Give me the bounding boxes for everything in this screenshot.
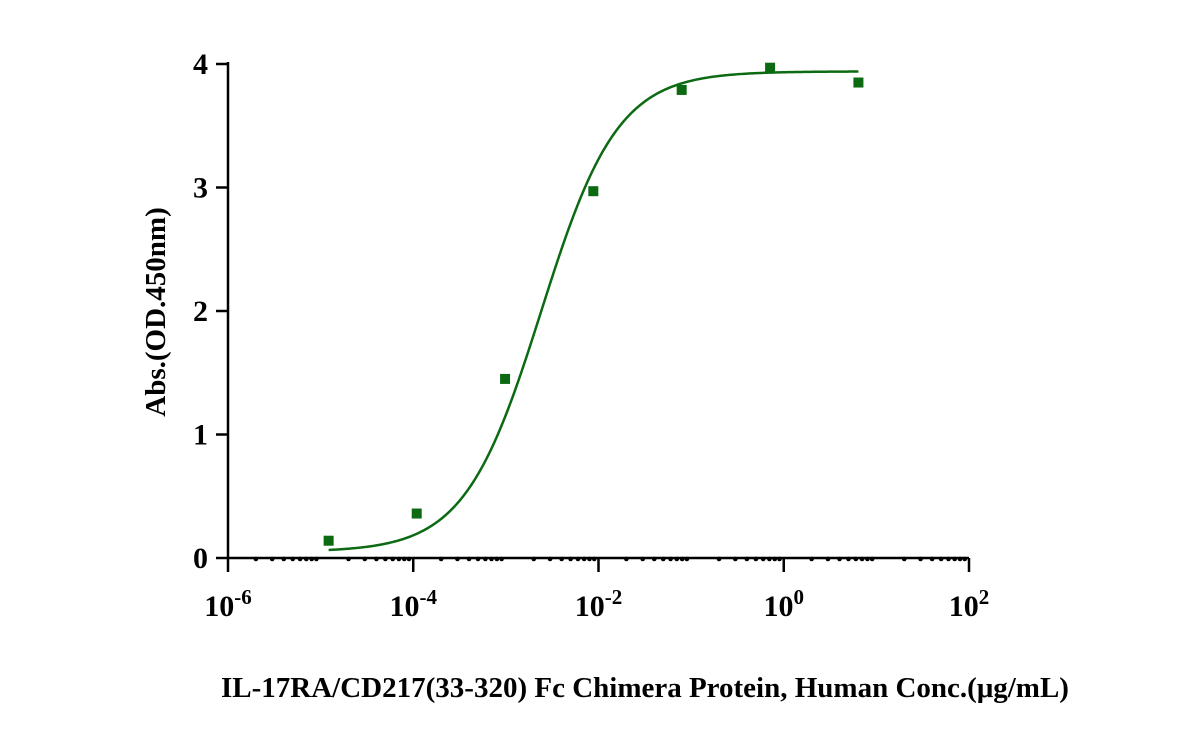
x-tick-label: 102 <box>949 585 990 623</box>
x-axis-title: IL-17RA/CD217(33-320) Fc Chimera Protein… <box>221 672 1069 704</box>
y-tick-label: 1 <box>193 419 208 452</box>
data-point <box>588 186 599 197</box>
x-minor-tick <box>946 556 951 562</box>
data-point <box>500 373 511 384</box>
x-minor-tick <box>547 556 553 562</box>
x-minor-tick <box>938 556 944 562</box>
x-minor-tick <box>568 556 573 562</box>
x-tick-label: 100 <box>764 585 805 623</box>
data-point <box>676 84 687 95</box>
fit-curve <box>328 70 859 552</box>
x-minor-tick <box>483 556 488 562</box>
x-minor-tick <box>853 556 859 562</box>
x-minor-tick <box>346 556 351 562</box>
x-minor-tick <box>559 556 564 562</box>
x-minor-tick <box>753 556 759 562</box>
x-minor-tick <box>401 556 407 562</box>
x-minor-tick <box>865 556 870 562</box>
x-minor-tick <box>660 556 666 562</box>
x-minor-tick <box>624 556 629 562</box>
x-minor-tick <box>716 556 722 562</box>
x-minor-tick <box>809 556 814 562</box>
x-tick-label: 10-4 <box>390 585 438 623</box>
x-minor-tick <box>466 556 472 562</box>
x-minor-tick <box>438 556 444 562</box>
y-tick-label: 4 <box>193 48 208 81</box>
x-minor-tick <box>309 556 314 562</box>
x-minor-tick <box>575 556 581 562</box>
y-tick-label: 2 <box>193 295 208 328</box>
x-minor-tick <box>825 556 831 562</box>
x-minor-tick <box>846 556 851 562</box>
x-minor-tick <box>455 556 460 562</box>
x-minor-tick <box>837 556 842 562</box>
x-minor-tick <box>674 556 680 562</box>
x-minor-tick <box>494 556 500 562</box>
x-minor-tick <box>744 556 750 562</box>
x-minor-tick <box>962 556 968 562</box>
x-minor-tick <box>640 556 645 562</box>
x-minor-tick <box>760 556 766 562</box>
x-tick-label: 10-6 <box>204 585 252 623</box>
x-minor-tick <box>297 556 303 562</box>
marks <box>323 62 864 552</box>
x-minor-tick <box>767 556 772 562</box>
x-minor-tick <box>679 556 685 562</box>
x-minor-tick <box>581 556 587 562</box>
x-minor-tick <box>290 556 296 562</box>
x-minor-tick <box>918 556 923 562</box>
x-minor-tick <box>303 556 309 562</box>
x-minor-tick <box>390 556 396 562</box>
data-point <box>323 535 334 546</box>
x-minor-tick <box>499 556 504 562</box>
x-minor-tick <box>869 556 875 562</box>
x-minor-tick <box>362 556 368 562</box>
x-minor-tick <box>253 556 259 562</box>
x-minor-tick <box>777 556 782 562</box>
x-minor-tick <box>929 556 935 562</box>
x-tick-label: 10-2 <box>575 585 623 623</box>
x-minor-tick <box>531 556 537 562</box>
x-minor-tick <box>374 556 379 562</box>
x-minor-tick <box>651 556 657 562</box>
x-minor-tick <box>406 556 412 562</box>
x-minor-tick <box>314 556 319 562</box>
data-point <box>411 508 422 519</box>
x-minor-tick <box>587 556 592 562</box>
x-minor-tick <box>281 556 287 562</box>
x-minor-tick <box>901 556 907 562</box>
x-minor-tick <box>475 556 481 562</box>
y-axis-title: Abs.(OD.450nm) <box>140 207 172 416</box>
y-tick-label: 3 <box>193 172 208 205</box>
x-minor-tick <box>859 556 865 562</box>
data-point <box>765 62 776 73</box>
x-minor-tick <box>591 556 597 562</box>
x-minor-tick <box>396 556 402 562</box>
x-minor-tick <box>957 556 963 562</box>
data-point <box>853 77 864 88</box>
x-minor-tick <box>952 556 957 562</box>
x-minor-tick <box>269 556 275 562</box>
axes: 0 1 2 3 4 10-6 10-4 10-2 100 102 <box>193 48 989 623</box>
x-minor-tick <box>772 556 778 562</box>
x-minor-tick <box>383 556 388 562</box>
x-minor-tick <box>684 556 690 562</box>
x-minor-tick <box>489 556 494 562</box>
x-minor-tick <box>668 556 673 562</box>
x-minor-tick <box>733 556 738 562</box>
y-tick-label: 0 <box>193 542 208 575</box>
